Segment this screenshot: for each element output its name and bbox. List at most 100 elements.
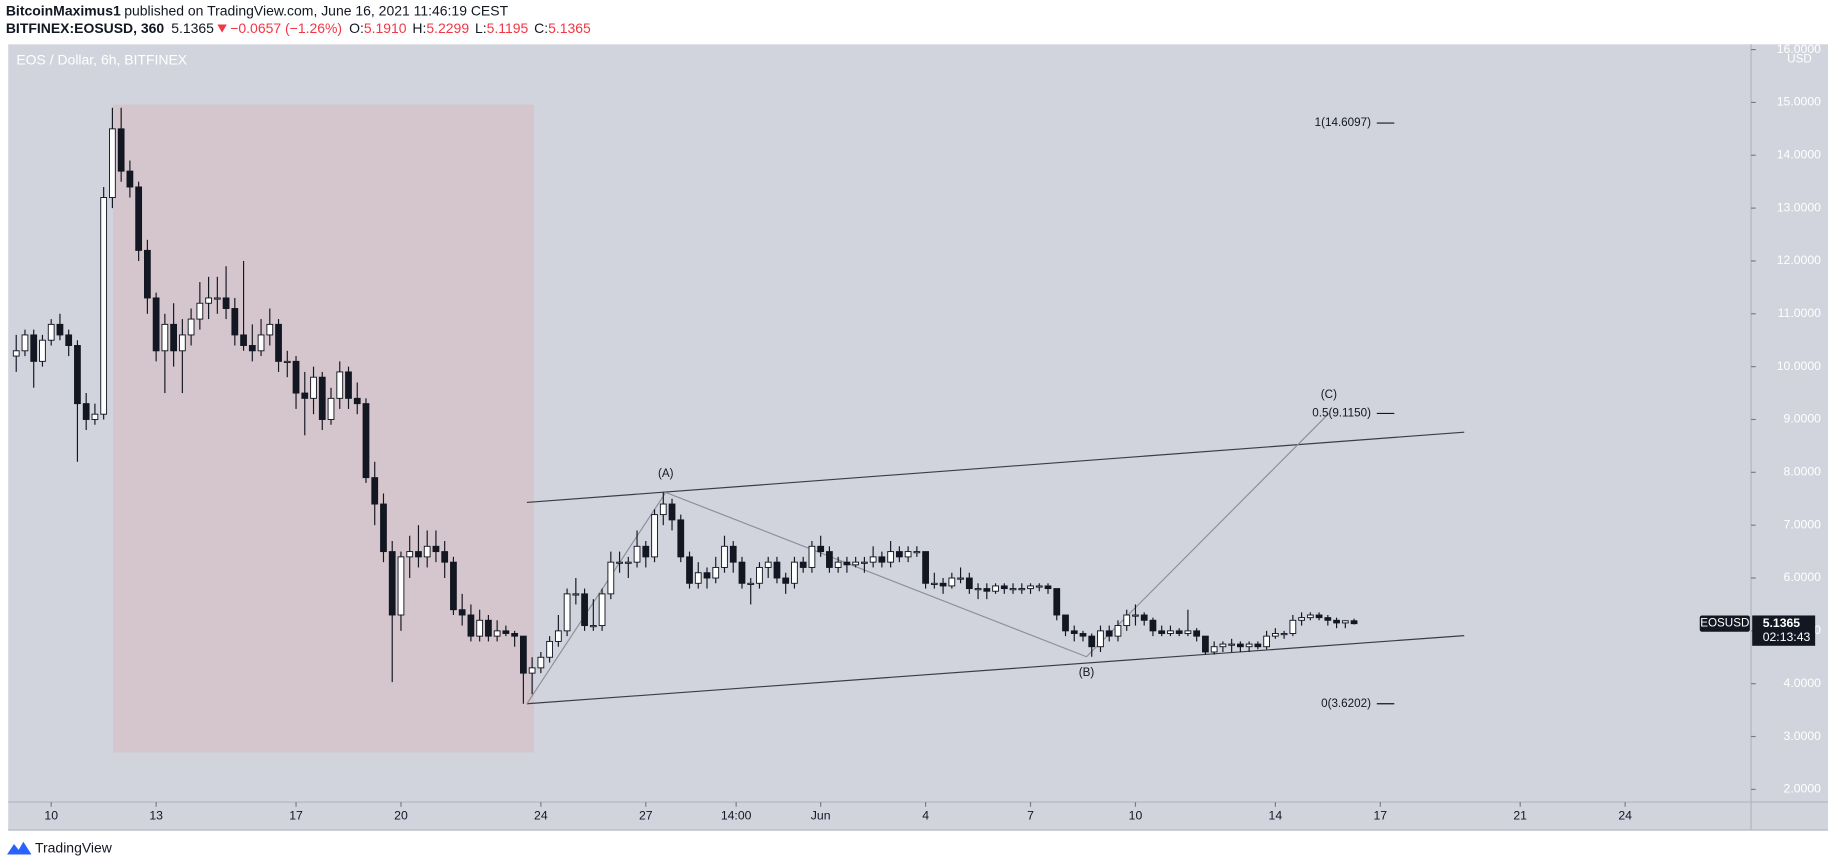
candle-body — [668, 503, 676, 521]
candle-body — [799, 561, 807, 568]
candle-body — [712, 566, 720, 579]
candle-body — [869, 556, 877, 563]
candle-body — [957, 577, 964, 580]
candle-body — [196, 302, 204, 320]
x-tick-label: 13 — [149, 808, 163, 822]
candle-body — [1175, 630, 1183, 634]
candle-body — [554, 630, 562, 642]
candle-body — [1044, 585, 1052, 590]
candle-body — [1167, 630, 1174, 634]
x-tick-label: 7 — [1027, 808, 1034, 822]
symbol-tag — [1699, 615, 1750, 632]
candle-body — [546, 640, 553, 658]
candle-body — [747, 582, 755, 585]
candle-body — [1228, 643, 1236, 646]
wave-label: (A) — [658, 467, 674, 480]
candle-body — [47, 323, 55, 341]
candle-body — [257, 334, 265, 352]
symbol-tag-text: EOSUSD — [1700, 617, 1749, 630]
wave-label: (B) — [1079, 666, 1095, 679]
candle-body — [485, 619, 492, 637]
x-tick-label: 21 — [1513, 808, 1527, 822]
candle-body — [904, 551, 912, 558]
candle-body — [126, 170, 134, 188]
candle-body — [773, 561, 781, 579]
candle-body — [1097, 630, 1104, 648]
candle-body — [878, 556, 886, 563]
y-tick-label: 9.0000 — [1784, 412, 1822, 426]
candle-body — [476, 619, 484, 637]
candle-body — [1018, 588, 1026, 591]
x-tick-label: 17 — [1373, 808, 1387, 822]
publish-info: published on TradingView.com, June 16, 2… — [124, 2, 508, 18]
candle-body — [21, 334, 29, 352]
candle-body — [1105, 630, 1113, 637]
y-tick-label: 11.0000 — [1778, 306, 1822, 320]
y-tick-label: 10.0000 — [1777, 359, 1821, 373]
candle-body — [826, 551, 833, 568]
candle-body — [1158, 630, 1166, 634]
fib-label: 0(3.6202) — [1321, 697, 1371, 710]
candle-body — [738, 561, 746, 584]
ohlc-key: C: — [534, 20, 548, 36]
y-tick-label: 13.0000 — [1777, 200, 1821, 214]
candle-body — [1306, 614, 1314, 619]
candle-body — [729, 545, 737, 563]
candle-body — [1237, 643, 1244, 648]
candle-body — [1298, 617, 1305, 621]
candle-body — [74, 345, 81, 405]
y-tick-label: 12.0000 — [1777, 253, 1821, 267]
y-tick-label: 6.0000 — [1784, 570, 1822, 584]
candle-body — [843, 561, 851, 566]
candle-body — [266, 323, 274, 336]
ohlc-key: O: — [349, 20, 364, 36]
candle-body — [1140, 614, 1148, 621]
candle-body — [808, 545, 816, 568]
candle-body — [572, 593, 580, 596]
candle-body — [1079, 633, 1087, 637]
x-tick-label: 24 — [534, 808, 548, 822]
x-tick-label: 10 — [44, 808, 58, 822]
candle-body — [677, 519, 685, 558]
x-tick-label: 20 — [394, 808, 408, 822]
candle-body — [222, 297, 230, 309]
candle-body — [231, 308, 239, 336]
candle-body — [327, 397, 335, 420]
candle-body — [537, 656, 545, 669]
candle-body — [91, 413, 99, 420]
y-tick-label: 7.0000 — [1784, 517, 1822, 531]
candle-body — [1149, 619, 1157, 632]
candle-body — [12, 350, 20, 357]
candle-body — [1280, 633, 1288, 636]
candle-body — [817, 545, 825, 553]
candle-body — [1035, 585, 1043, 588]
last-price: 5.1365 — [171, 20, 214, 36]
x-tick-label: 27 — [639, 808, 653, 822]
x-tick-label: 14 — [1269, 808, 1283, 822]
candle-body — [30, 334, 38, 362]
candle-body — [380, 503, 387, 553]
candle-body — [922, 551, 929, 584]
x-tick-label: 14:00 — [721, 808, 752, 822]
candle-body — [852, 561, 860, 566]
brand-name: TradingView — [35, 839, 113, 855]
candle-body — [651, 514, 658, 558]
candle-body — [642, 545, 650, 558]
candle-body — [1062, 614, 1069, 632]
candle-body — [371, 477, 379, 505]
candle-body — [135, 186, 143, 251]
x-tick-label: Jun — [811, 808, 831, 822]
price-change: −0.0657 (−1.26%) — [230, 20, 342, 36]
candle-body — [686, 556, 693, 584]
candle-body — [152, 297, 160, 352]
candle-body — [659, 503, 667, 516]
candle-body — [56, 323, 64, 336]
candle-body — [82, 403, 90, 420]
candle-body — [598, 593, 606, 627]
candle-body — [1123, 614, 1131, 627]
price-tag — [1752, 615, 1816, 646]
candle-body — [528, 667, 536, 674]
candle-body — [144, 249, 151, 299]
candle-body — [563, 593, 571, 632]
